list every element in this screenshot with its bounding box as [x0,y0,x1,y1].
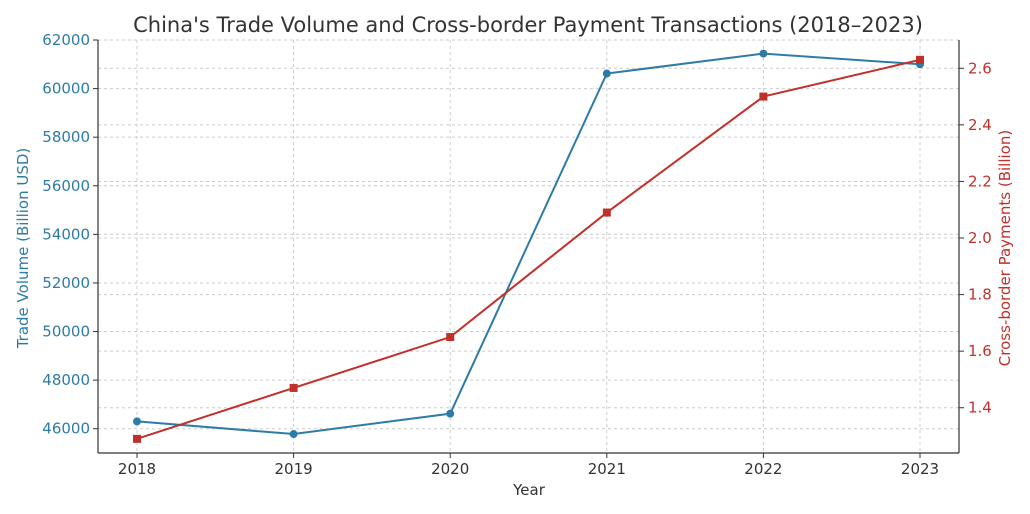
axes: 2018 2019 2020 2021 2022 2023 46000 48000 50000 5… [42,31,992,478]
y-right-tick-label: 1.6 [968,342,992,360]
series-line-right [136,58,921,440]
data-point-left [759,49,768,58]
y-right-tick-label: 1.4 [968,399,992,417]
y-left-tick-label: 52000 [42,274,90,292]
x-tick-label: 2020 [431,460,469,478]
data-point-left [289,430,298,439]
data-point-left [446,409,455,418]
y-left-tick-label: 62000 [42,31,90,49]
y-axis-left-label: Trade Volume (Billion USD) [14,148,32,350]
data-point-right [916,55,924,64]
y-left-tick-label: 60000 [42,80,90,98]
y-left-tick-label: 58000 [42,128,90,146]
data-point-left [602,69,611,78]
y-left-tick-label: 48000 [42,371,90,389]
y-left-tick-label: 56000 [42,177,90,195]
y-left-tick-label: 54000 [42,225,90,243]
x-axis-label: Year [512,481,546,499]
data-point-right [289,383,298,392]
x-tick-label: 2021 [588,460,626,478]
series-layer [133,49,924,443]
x-tick-label: 2023 [901,460,939,478]
y-right-tick-label: 1.8 [968,286,992,304]
x-tick-label: 2022 [744,460,782,478]
x-tick-label: 2018 [118,460,156,478]
data-point-right [759,92,768,101]
data-point-right [446,333,455,342]
y-right-tick-label: 2.4 [968,116,992,134]
y-right-tick-label: 2.6 [968,59,992,77]
y-right-tick-label: 2.0 [968,229,992,247]
data-point-right [133,434,141,443]
y-left-tick-label: 50000 [42,323,90,341]
y-right-tick-label: 2.2 [968,172,992,190]
grid-lines [98,39,959,453]
x-tick-label: 2019 [275,460,313,478]
y-left-tick-label: 46000 [42,420,90,438]
y-axis-right-label: Cross-border Payments (Billion) [996,130,1014,366]
chart-title: China's Trade Volume and Cross-border Pa… [133,13,923,37]
series-line-left [136,52,921,436]
data-point-left [133,417,141,426]
data-point-right [602,208,611,217]
